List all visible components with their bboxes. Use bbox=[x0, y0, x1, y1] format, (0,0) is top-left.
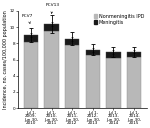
Bar bbox=[127, 57, 141, 108]
Bar bbox=[44, 31, 59, 108]
Bar bbox=[24, 42, 38, 108]
Text: PCV7: PCV7 bbox=[22, 14, 33, 24]
Bar bbox=[106, 58, 121, 108]
Y-axis label: Incidence, no. cases/100,000 population: Incidence, no. cases/100,000 population bbox=[3, 10, 8, 109]
Bar bbox=[24, 35, 38, 42]
Text: PCV13: PCV13 bbox=[45, 3, 60, 14]
Bar bbox=[44, 24, 59, 31]
Bar bbox=[86, 50, 100, 56]
Bar bbox=[65, 45, 79, 108]
Legend: Nonmeningitis IPD, Meningitis: Nonmeningitis IPD, Meningitis bbox=[93, 13, 145, 25]
Bar bbox=[106, 52, 121, 58]
Bar bbox=[65, 39, 79, 45]
Bar bbox=[127, 52, 141, 57]
Bar bbox=[86, 56, 100, 108]
